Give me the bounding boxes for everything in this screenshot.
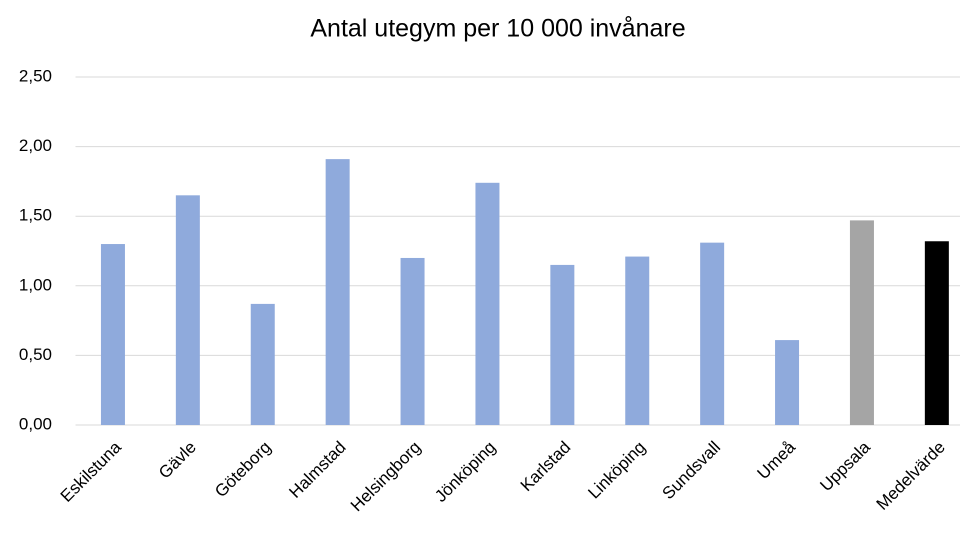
x-tick-label: Halmstad <box>285 438 349 502</box>
y-tick-label: 1,50 <box>19 206 52 225</box>
bar <box>325 159 350 426</box>
x-tick-label: Helsingborg <box>347 438 425 516</box>
x-tick-label: Uppsala <box>816 437 874 495</box>
y-tick-label: 2,00 <box>19 136 52 155</box>
bar <box>175 195 200 425</box>
bar <box>550 264 575 425</box>
x-tick-label: Medelvärde <box>873 438 949 514</box>
x-tick-label: Eskilstuna <box>57 437 126 506</box>
x-tick-label: Jönköping <box>431 438 499 506</box>
x-tick-label: Gävle <box>155 438 200 483</box>
x-tick-label: Sundsvall <box>659 438 725 504</box>
bar <box>400 257 425 425</box>
bar <box>775 340 800 425</box>
y-tick-label: 2,50 <box>19 66 52 85</box>
bar <box>100 244 125 425</box>
bar <box>475 182 500 425</box>
x-tick-label: Karlstad <box>517 438 575 496</box>
bar <box>849 220 874 425</box>
x-tick-label: Linköping <box>584 438 649 503</box>
bar <box>924 241 949 425</box>
x-tick-label: Umeå <box>754 437 800 483</box>
y-tick-label: 0,50 <box>19 345 52 364</box>
bar <box>250 303 275 425</box>
y-tick-label: 1,00 <box>19 275 52 294</box>
chart-title: Antal utegym per 10 000 invånare <box>310 15 685 43</box>
y-tick-label: 0,00 <box>19 414 52 433</box>
x-tick-label: Göteborg <box>211 438 275 502</box>
bar <box>700 242 725 425</box>
bar <box>625 256 650 425</box>
